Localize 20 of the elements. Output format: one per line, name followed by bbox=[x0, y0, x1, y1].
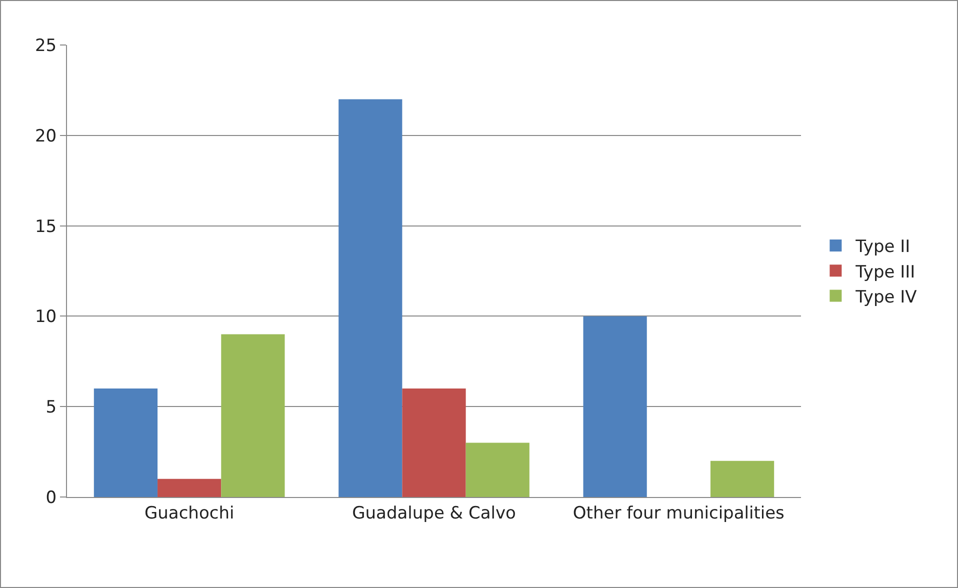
legend-label: Type IV bbox=[854, 287, 918, 308]
y-tick-label: 5 bbox=[46, 398, 57, 418]
bar bbox=[402, 388, 466, 497]
bar bbox=[94, 388, 158, 497]
y-tick-label: 0 bbox=[46, 488, 57, 508]
x-tick-label: Guadalupe & Calvo bbox=[352, 503, 516, 524]
x-tick-label: Other four municipalities bbox=[572, 503, 785, 524]
bar bbox=[158, 478, 222, 497]
legend-label: Type III bbox=[854, 262, 916, 282]
x-tick-label: Guachochi bbox=[144, 503, 234, 524]
y-tick-label: 10 bbox=[34, 307, 57, 328]
bar bbox=[221, 334, 285, 497]
bar bbox=[710, 460, 774, 497]
y-tick-label: 20 bbox=[34, 126, 57, 146]
bar bbox=[466, 442, 530, 497]
bar bbox=[583, 316, 647, 497]
legend-label: Type II bbox=[854, 237, 910, 258]
y-tick-label: 25 bbox=[34, 36, 57, 56]
y-tick-label: 15 bbox=[34, 216, 57, 237]
bar bbox=[338, 99, 402, 497]
